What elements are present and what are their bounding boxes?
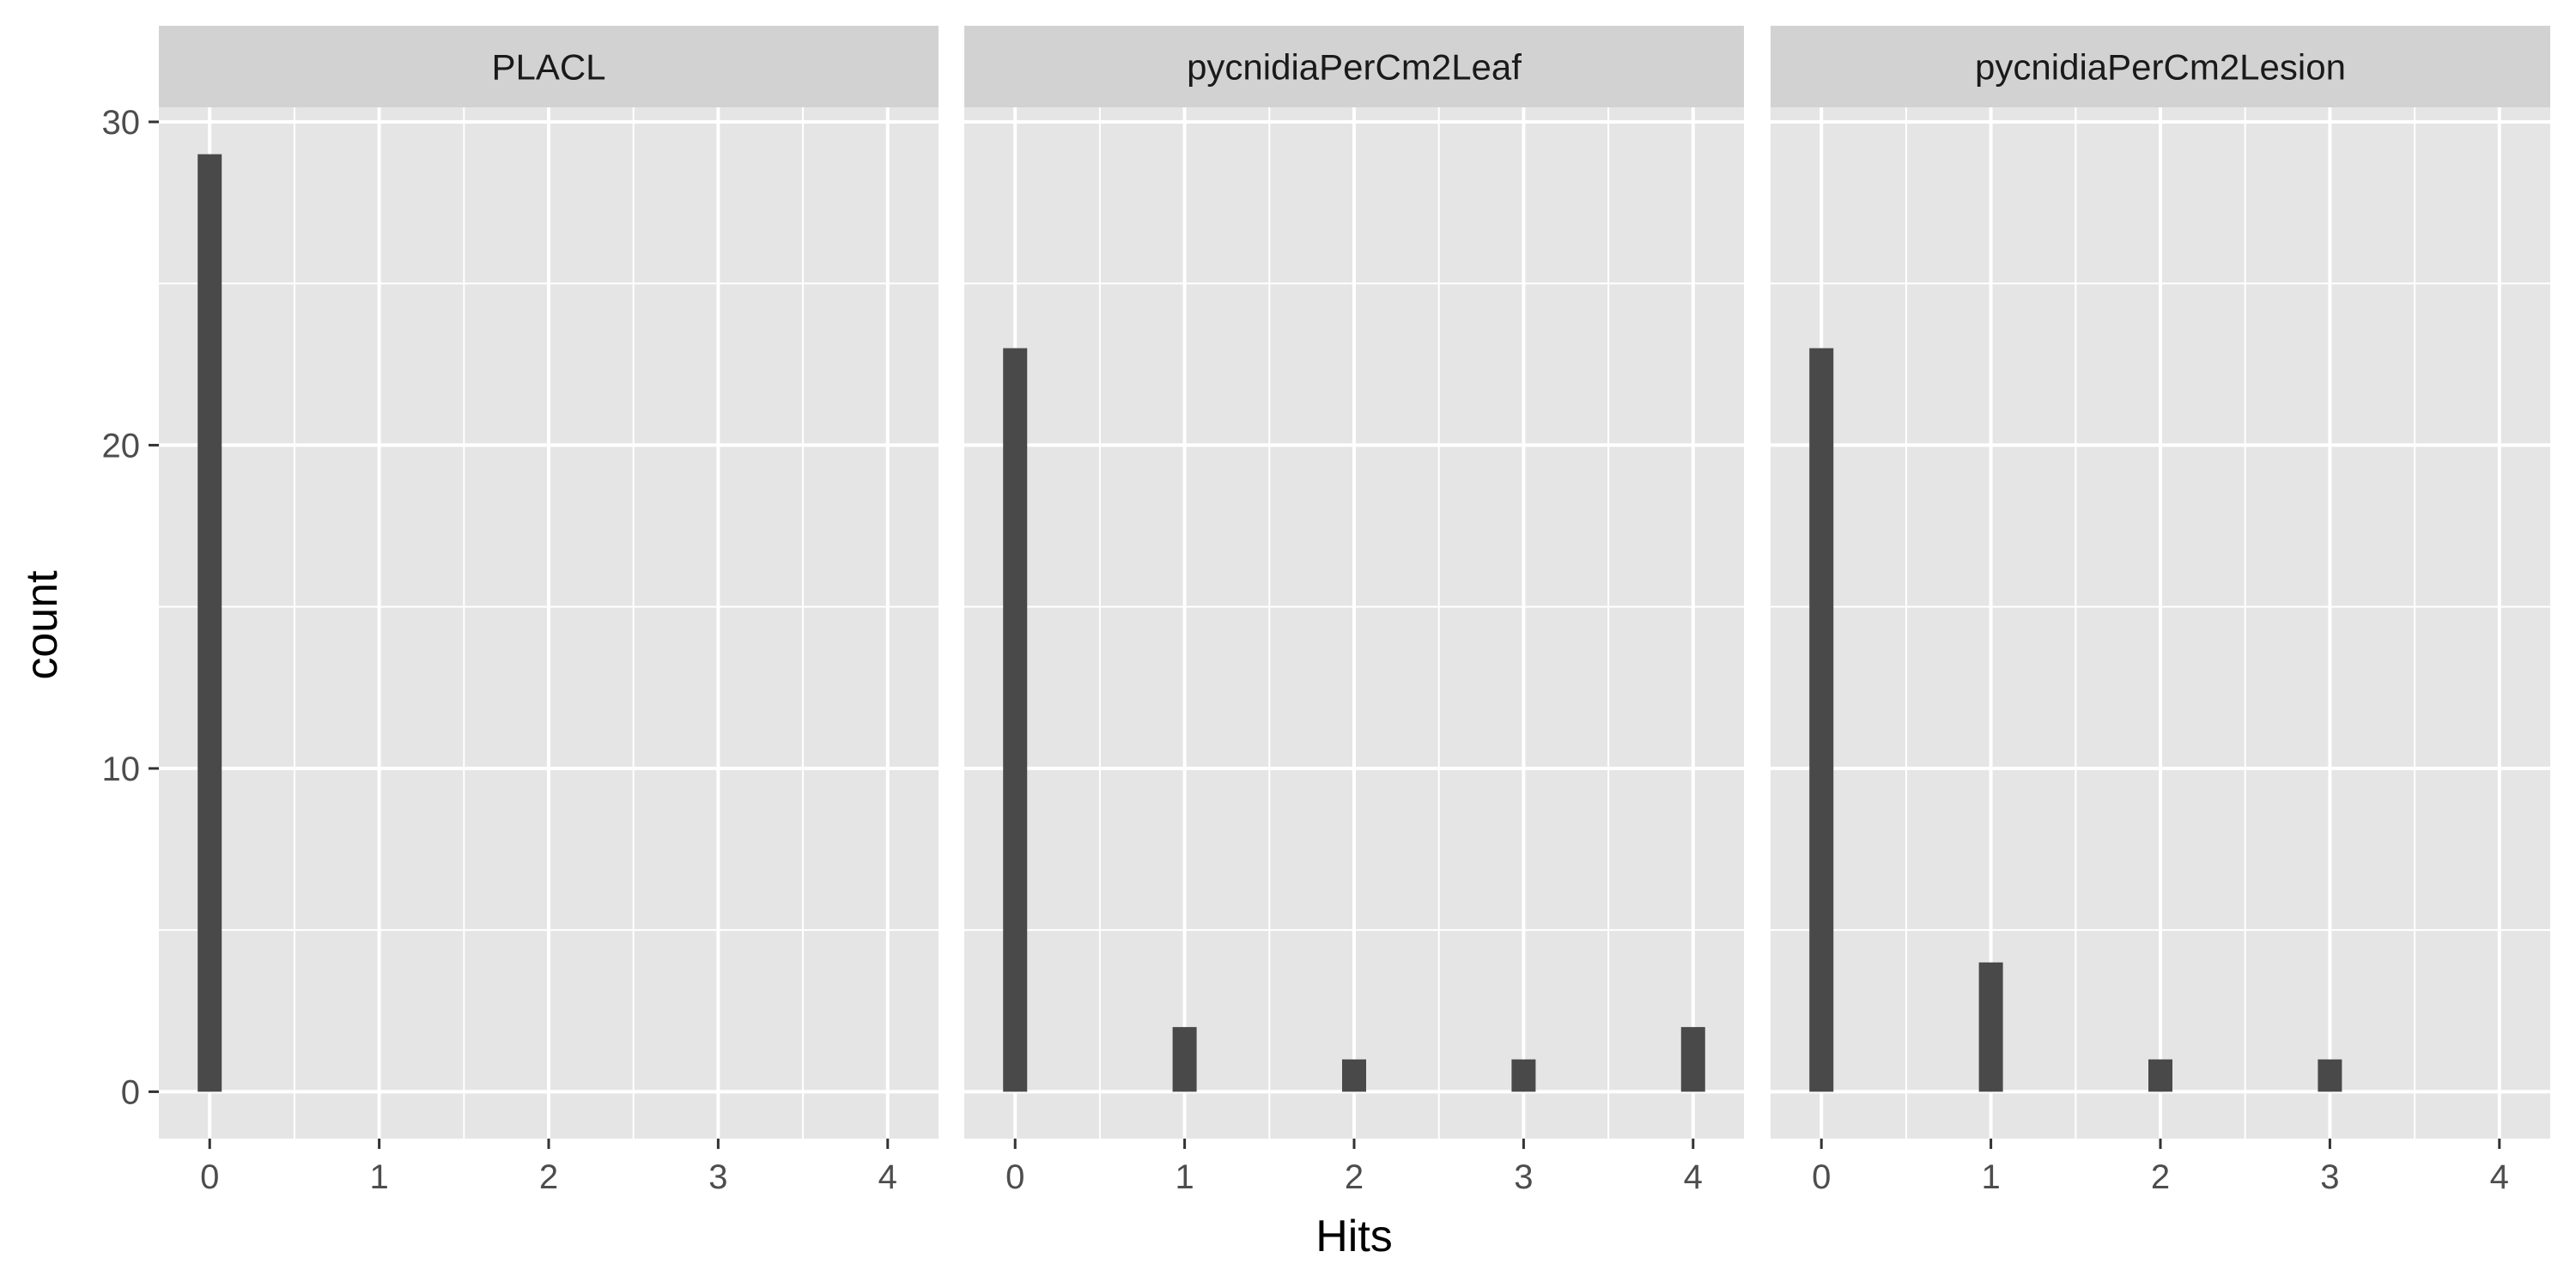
x-tick-label: 2 [2151,1158,2170,1196]
x-tick-label: 2 [539,1158,558,1196]
y-tick-label: 0 [121,1073,140,1111]
facet-panel-1: pycnidiaPerCm2Leaf 0 1 2 3 4 [964,26,1744,1196]
bar-pycnidiaPerCm2Lesion-hits-3 [2318,1059,2342,1092]
facet-strip-label: pycnidiaPerCm2Leaf [1187,47,1522,88]
facet-panel-2: pycnidiaPerCm2Lesion 0 1 2 3 4 [1771,26,2550,1196]
x-tick-label: 2 [1345,1158,1364,1196]
y-tick-label: 20 [102,427,141,465]
x-tick-label: 1 [1981,1158,2000,1196]
y-axis-title: count [17,570,67,680]
x-tick-label: 4 [878,1158,897,1196]
y-tick-label: 10 [102,750,141,788]
bar-pycnidiaPerCm2Lesion-hits-0 [1809,348,1834,1092]
x-tick-label: 4 [1684,1158,1703,1196]
facet-strip-label: pycnidiaPerCm2Lesion [1975,47,2346,88]
bar-pycnidiaPerCm2Leaf-hits-0 [1003,348,1028,1092]
x-tick-label: 1 [1175,1158,1194,1196]
bar-pycnidiaPerCm2Lesion-hits-2 [2148,1059,2172,1092]
bar-pycnidiaPerCm2Leaf-hits-2 [1342,1059,1366,1092]
x-tick-label: 4 [2490,1158,2509,1196]
x-axis-title: Hits [1315,1212,1393,1261]
y-tick-label: 30 [102,104,141,142]
y-axis: 0 10 20 30 [102,104,159,1111]
facet-panel-0: PLACL 0 1 2 3 4 [159,26,939,1196]
x-tick-label: 0 [1812,1158,1831,1196]
facet-strip [964,26,1744,107]
bar-pycnidiaPerCm2Leaf-hits-4 [1680,1027,1705,1092]
bar-pycnidiaPerCm2Leaf-hits-3 [1511,1059,1536,1092]
bar-pycnidiaPerCm2Leaf-hits-1 [1172,1027,1197,1092]
bar-PLACL-hits-0 [197,154,222,1092]
x-tick-label: 3 [1514,1158,1533,1196]
x-tick-label: 1 [369,1158,388,1196]
x-tick-label: 3 [708,1158,727,1196]
bar-pycnidiaPerCm2Lesion-hits-1 [1978,962,2003,1092]
facet-strip-label: PLACL [491,47,605,88]
facet-strip [159,26,939,107]
x-tick-label: 0 [1005,1158,1024,1196]
facet-strip [1771,26,2550,107]
x-tick-label: 0 [200,1158,219,1196]
x-tick-label: 3 [2320,1158,2339,1196]
